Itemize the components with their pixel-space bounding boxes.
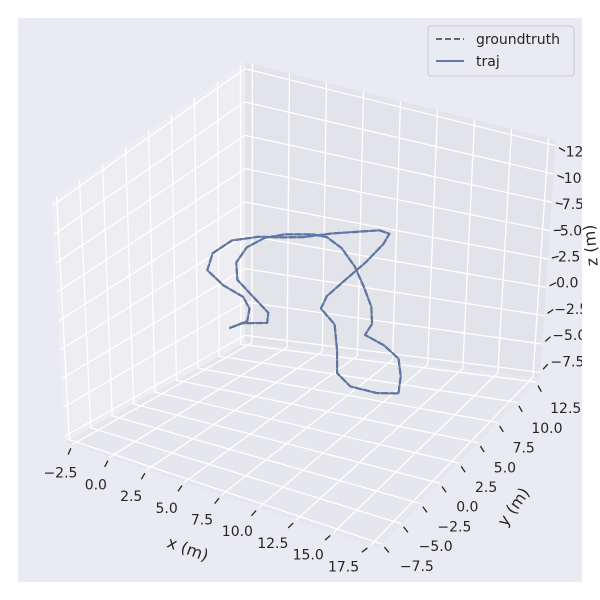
x-tick-label: 5.0	[155, 501, 177, 517]
y-tick-mark	[383, 546, 390, 553]
z-tick-label: −7.5	[550, 354, 584, 370]
x-tick-label: 12.5	[257, 536, 288, 552]
legend-box	[427, 25, 575, 77]
z-tick-label: −2.5	[554, 302, 588, 318]
floor-grid-y	[240, 343, 537, 383]
y-tick-mark	[422, 506, 428, 513]
x-tick-label: 15.0	[293, 548, 324, 564]
y-tick-label: −7.5	[400, 559, 434, 575]
floor-grid-y	[176, 379, 479, 444]
z-tick-mark	[558, 147, 566, 152]
z-tick-label: 12.5	[566, 145, 597, 161]
z-tick-mark	[549, 282, 557, 287]
y-tick-label: 5.0	[494, 460, 516, 476]
x-tick-label: 10.0	[222, 524, 253, 540]
y-tick-label: 0.0	[456, 500, 478, 516]
x-tick-mark	[250, 510, 257, 517]
floor-grid-y	[154, 391, 460, 464]
left-grid-z	[62, 301, 246, 408]
z-tick-mark	[544, 336, 551, 342]
axis-ticks: −2.50.02.55.07.510.012.515.017.5 −7.5−5.0…	[43, 145, 597, 576]
back-grid-z	[244, 201, 549, 260]
z-tick-label: 0.0	[556, 276, 578, 292]
z-tick-mark	[555, 202, 563, 205]
y-tick-label: 12.5	[550, 401, 581, 417]
legend-groundtruth-label: groundtruth	[476, 32, 560, 48]
z-tick-mark	[551, 255, 559, 259]
left-pane	[52, 62, 245, 442]
back-grid-z	[244, 168, 551, 232]
back-grid-z	[244, 234, 547, 288]
y-tick-mark	[403, 526, 409, 533]
z-tick-label: 5.0	[560, 223, 582, 239]
z-tick-label: 7.5	[562, 197, 584, 213]
x-tick-label: 17.5	[328, 559, 359, 575]
x-tick-mark	[67, 447, 72, 455]
y-tick-mark	[479, 445, 485, 453]
x-tick-mark	[140, 472, 146, 480]
floor-grid-y	[69, 439, 383, 545]
z-tick-label: 10.0	[564, 171, 595, 187]
series-traj-line	[206, 229, 402, 395]
y-tick-mark	[518, 405, 523, 413]
floor-grid-y	[197, 367, 498, 424]
x-tick-label: 2.5	[120, 489, 142, 505]
x-tick-label: 0.0	[85, 477, 107, 493]
floor-grid-y	[133, 403, 440, 484]
floor-grid-y	[90, 427, 402, 525]
back-grid-z	[244, 134, 552, 203]
x-tick-mark	[177, 485, 183, 492]
series-lines	[206, 229, 402, 395]
left-grid-z	[59, 234, 246, 351]
left-grid-z	[55, 134, 246, 264]
legend: groundtruth traj	[427, 25, 575, 77]
x-tick-mark	[324, 534, 331, 541]
left-grid-z	[53, 101, 246, 236]
z-tick-mark	[557, 174, 565, 179]
floor-pane	[65, 342, 540, 548]
axes-panes	[52, 62, 556, 548]
y-tick-label: 10.0	[531, 421, 562, 437]
back-grid-z	[244, 68, 556, 147]
left-grid-z	[58, 201, 246, 322]
left-grid-z	[51, 68, 246, 207]
x-tick-mark	[287, 522, 294, 529]
z-tick-mark	[547, 308, 554, 314]
y-tick-label: 7.5	[513, 441, 535, 457]
y-tick-mark	[499, 425, 504, 433]
x-tick-mark	[214, 497, 220, 505]
x-tick-label: −2.5	[43, 466, 77, 482]
y-tick-mark	[460, 465, 466, 473]
x-tick-mark	[361, 547, 368, 553]
left-grid-z	[61, 268, 246, 380]
z-tick-label: −5.0	[552, 328, 586, 344]
x-tick-label: 7.5	[191, 513, 213, 529]
z-axis-label: z (m)	[579, 224, 600, 267]
y-tick-label: −5.0	[419, 539, 453, 555]
floor-grid-y	[111, 415, 421, 505]
y-tick-mark	[441, 486, 447, 493]
floor-grid-y	[219, 355, 517, 403]
y-tick-label: −2.5	[437, 519, 471, 535]
z-tick-label: 2.5	[558, 250, 580, 266]
x-tick-mark	[104, 460, 109, 468]
z-tick-mark	[542, 363, 549, 370]
left-grid-z	[64, 334, 246, 437]
y-tick-label: 2.5	[475, 480, 497, 496]
back-grid-z	[244, 268, 545, 317]
legend-traj-label: traj	[476, 54, 500, 70]
back-grid-z	[244, 101, 554, 175]
back-grid-z	[244, 301, 543, 345]
y-tick-mark	[537, 385, 542, 393]
left-grid-z	[56, 168, 246, 293]
